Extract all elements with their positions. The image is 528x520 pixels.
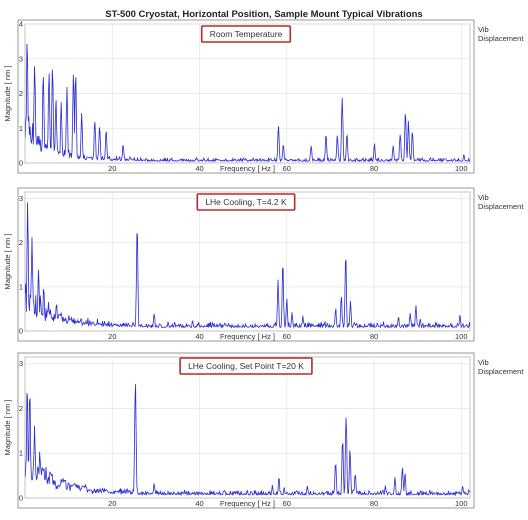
panel-frame xyxy=(17,352,475,509)
x-tick-label: 40 xyxy=(195,164,203,173)
x-axis-label: Frequency [ Hz ] xyxy=(220,164,275,173)
y-tick-label: 1 xyxy=(19,282,23,291)
legend-entry: Vib xyxy=(478,358,489,367)
y-tick-label: 0 xyxy=(19,327,23,336)
plot-area xyxy=(24,191,471,332)
y-tick-label: 3 xyxy=(19,359,23,368)
x-axis-label: Frequency [ Hz ] xyxy=(220,499,275,508)
x-tick-label: 40 xyxy=(195,332,203,341)
x-tick-label: 20 xyxy=(108,164,116,173)
figure-title: ST-500 Cryostat, Horizontal Position, Sa… xyxy=(105,9,423,20)
y-axis-label: Magnitude [ nm ] xyxy=(3,400,12,456)
x-tick-label: 20 xyxy=(108,332,116,341)
annotation-box xyxy=(196,193,296,211)
legend-entry: Vib xyxy=(478,193,489,202)
x-tick-label: 80 xyxy=(370,164,378,173)
y-axis-label: Magnitude [ nm ] xyxy=(3,66,12,122)
annotation-box xyxy=(200,25,292,43)
legend-entry: Displacement xyxy=(478,367,524,376)
x-tick-label: 80 xyxy=(370,499,378,508)
plot-area xyxy=(24,356,471,499)
panel-annotation: LHe Cooling, T=4.2 K xyxy=(205,197,287,207)
chart-panel-3: 20 40 60 80 100 0 1 2 3 Frequency [ Hz ] Magnitude… xyxy=(3,352,524,509)
panel-frame xyxy=(17,187,475,342)
y-tick-label: 1 xyxy=(19,449,23,458)
y-tick-label: 4 xyxy=(19,20,23,29)
x-tick-label: 100 xyxy=(455,164,468,173)
y-tick-label: 3 xyxy=(19,54,23,63)
x-axis-label: Frequency [ Hz ] xyxy=(220,332,275,341)
y-axis-label: Magnitude [ nm ] xyxy=(3,234,12,290)
y-tick-label: 3 xyxy=(19,194,23,203)
panel-annotation: Room Temperature xyxy=(210,29,283,39)
spectrum-trace xyxy=(25,384,470,497)
y-tick-label: 0 xyxy=(19,494,23,503)
y-tick-label: 2 xyxy=(19,404,23,413)
chart-panel-2: 20 40 60 80 100 0 1 2 3 Frequency [ Hz ] Magnitude… xyxy=(3,187,524,342)
y-tick-label: 2 xyxy=(19,238,23,247)
annotation-box xyxy=(179,357,313,375)
y-tick-label: 0 xyxy=(19,159,23,168)
panel-annotation: LHe Cooling, Set Point T=20 K xyxy=(188,361,304,371)
y-tick-label: 1 xyxy=(19,124,23,133)
chart-panel-1: 20 40 60 80 100 0 1 2 3 4 Frequency [ Hz ] Magnitud… xyxy=(3,19,524,174)
x-tick-label: 60 xyxy=(283,332,291,341)
x-tick-label: 60 xyxy=(283,164,291,173)
x-tick-label: 100 xyxy=(455,332,468,341)
spectrum-trace xyxy=(25,43,470,163)
x-tick-label: 40 xyxy=(195,499,203,508)
y-tick-label: 2 xyxy=(19,89,23,98)
x-tick-label: 100 xyxy=(455,499,468,508)
x-tick-label: 80 xyxy=(370,332,378,341)
panel-frame xyxy=(17,19,475,174)
spectrum-trace xyxy=(25,202,470,329)
legend-entry: Vib xyxy=(478,25,489,34)
x-tick-label: 20 xyxy=(108,499,116,508)
legend-entry: Displacement xyxy=(478,34,524,43)
legend-entry: Displacement xyxy=(478,202,524,211)
x-tick-label: 60 xyxy=(283,499,291,508)
